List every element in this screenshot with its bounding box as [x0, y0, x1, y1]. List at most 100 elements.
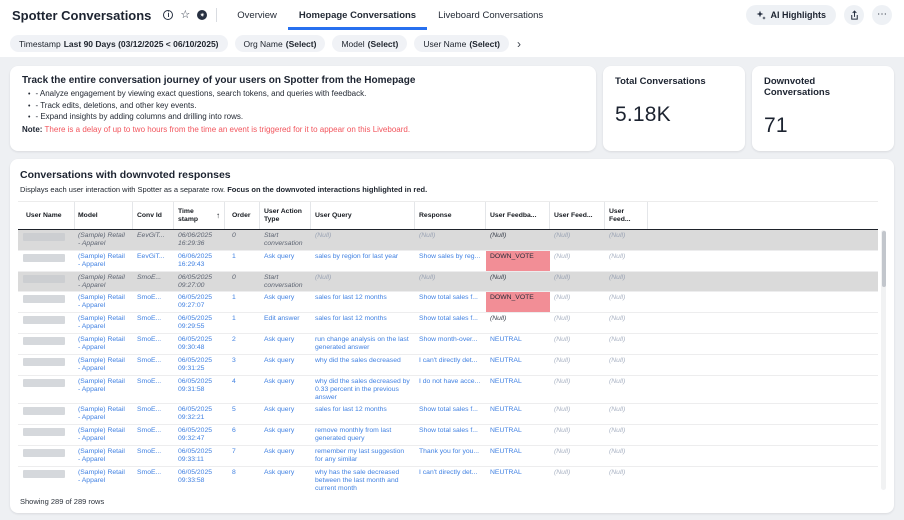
- cell-user-feedback-3: (Null): [605, 292, 648, 312]
- column-header-order[interactable]: Order: [225, 202, 260, 229]
- cell-user-name: [18, 272, 75, 292]
- table-row[interactable]: (Sample) Retail - Apparel SmoE... 06/05/…: [18, 376, 878, 405]
- cell-filler: [648, 251, 878, 271]
- sort-ascending-icon[interactable]: ↑: [216, 212, 220, 220]
- cell-user-name: [18, 425, 75, 445]
- cell-user-feedback-3: (Null): [605, 251, 648, 271]
- cell-filler: [648, 446, 878, 466]
- cell-order: 7: [225, 446, 260, 466]
- cell-timestamp: 06/05/2025 09:29:55: [174, 313, 225, 333]
- table-row[interactable]: (Sample) Retail - Apparel SmoE... 06/05/…: [18, 313, 878, 334]
- table-subtitle-bold: Focus on the downvoted interactions high…: [227, 185, 427, 194]
- cell-order: 1: [225, 292, 260, 312]
- column-header-response[interactable]: Response: [415, 202, 486, 229]
- cell-response: I can't directly det...: [415, 355, 486, 375]
- column-header-user-query[interactable]: User Query: [311, 202, 415, 229]
- cell-user-feedback: DOWN_VOTE: [486, 292, 550, 312]
- star-favorite-icon[interactable]: ☆: [180, 10, 190, 20]
- filter-chip[interactable]: Timestamp Last 90 Days (03/12/2025 < 06/…: [10, 35, 228, 52]
- info-heading: Track the entire conversation journey of…: [22, 75, 584, 86]
- tab[interactable]: Homepage Conversations: [288, 0, 427, 30]
- cell-user-feedback-2: (Null): [550, 292, 605, 312]
- info-bullets: - Analyze engagement by viewing exact qu…: [22, 89, 584, 124]
- table-subtitle: Displays each user interaction with Spot…: [18, 185, 886, 194]
- table-scrollbar-thumb[interactable]: [882, 231, 886, 287]
- ai-highlights-button[interactable]: AI Highlights: [746, 5, 837, 25]
- table-row[interactable]: (Sample) Retail - Apparel SmoE... 06/05/…: [18, 467, 878, 492]
- timestamp-header-label: Time stamp: [178, 208, 213, 224]
- table-row[interactable]: (Sample) Retail - Apparel SmoE... 06/05/…: [18, 292, 878, 313]
- kpi-card[interactable]: Downvoted Conversations 71: [752, 66, 894, 151]
- filter-chip[interactable]: Org Name (Select): [235, 35, 326, 52]
- info-icon[interactable]: i: [163, 10, 173, 20]
- cell-user-query: sales for last 12 months: [311, 313, 415, 333]
- tab[interactable]: Overview: [226, 0, 288, 30]
- column-header-timestamp[interactable]: Time stamp ↑: [174, 202, 225, 229]
- cell-model: (Sample) Retail - Apparel: [75, 230, 133, 250]
- cell-model: (Sample) Retail - Apparel: [75, 467, 133, 492]
- cell-filler: [648, 334, 878, 354]
- table-row[interactable]: (Sample) Retail - Apparel EevGiT... 06/0…: [18, 230, 878, 251]
- cell-user-query: sales for last 12 months: [311, 404, 415, 424]
- table-row[interactable]: (Sample) Retail - Apparel SmoE... 06/05/…: [18, 334, 878, 355]
- column-header-user-feedback[interactable]: User Feedba...: [486, 202, 550, 229]
- cell-user-feedback-3: (Null): [605, 467, 648, 492]
- cell-response: Show total sales f...: [415, 404, 486, 424]
- share-button[interactable]: [844, 5, 864, 25]
- cell-user-feedback-3: (Null): [605, 313, 648, 333]
- more-menu-button[interactable]: ⋯: [872, 5, 892, 25]
- table-row[interactable]: (Sample) Retail - Apparel SmoE... 06/05/…: [18, 425, 878, 446]
- cell-user-feedback-2: (Null): [550, 251, 605, 271]
- cell-user-query: sales by region for last year: [311, 251, 415, 271]
- cell-user-name: [18, 376, 75, 404]
- table-row[interactable]: (Sample) Retail - Apparel SmoE... 06/05/…: [18, 272, 878, 293]
- column-header-user-name[interactable]: User Name: [18, 202, 75, 229]
- cell-conv-id: SmoE...: [133, 425, 174, 445]
- cell-model: (Sample) Retail - Apparel: [75, 272, 133, 292]
- cell-conv-id: EevGiT...: [133, 251, 174, 271]
- column-header-conv-id[interactable]: Conv Id: [133, 202, 174, 229]
- info-bullet: - Analyze engagement by viewing exact qu…: [22, 89, 584, 101]
- cell-user-feedback-3: (Null): [605, 425, 648, 445]
- cell-timestamp: 06/05/2025 09:32:21: [174, 404, 225, 424]
- page-title: Spotter Conversations: [12, 8, 151, 23]
- cell-user-name: [18, 446, 75, 466]
- kpi-card[interactable]: Total Conversations 5.18K: [603, 66, 745, 151]
- cell-user-feedback-3: (Null): [605, 230, 648, 250]
- column-header-model[interactable]: Model: [75, 202, 133, 229]
- table-subtitle-normal: Displays each user interaction with Spot…: [20, 185, 227, 194]
- column-header-user-action-type[interactable]: User Action Type: [260, 202, 311, 229]
- filter-bar: Timestamp Last 90 Days (03/12/2025 < 06/…: [0, 30, 904, 57]
- cell-user-query: run change analysis on the last generate…: [311, 334, 415, 354]
- filter-chips: Timestamp Last 90 Days (03/12/2025 < 06/…: [10, 35, 509, 52]
- cell-user-action-type: Ask query: [260, 355, 311, 375]
- bullet-dot-icon: [28, 101, 35, 113]
- filter-chip[interactable]: User Name (Select): [414, 35, 509, 52]
- table-scrollbar[interactable]: [881, 230, 886, 490]
- tab-label: Liveboard Conversations: [438, 10, 543, 21]
- chevron-right-icon[interactable]: ›: [517, 38, 521, 50]
- cell-filler: [648, 425, 878, 445]
- tab[interactable]: Liveboard Conversations: [427, 0, 554, 30]
- table-row[interactable]: (Sample) Retail - Apparel EevGiT... 06/0…: [18, 251, 878, 272]
- table-row[interactable]: (Sample) Retail - Apparel SmoE... 06/05/…: [18, 446, 878, 467]
- table-row[interactable]: (Sample) Retail - Apparel SmoE... 06/05/…: [18, 404, 878, 425]
- cell-user-feedback: NEUTRAL: [486, 376, 550, 404]
- column-header-user-feedback-3[interactable]: User Feed...: [605, 202, 648, 229]
- cell-response: I can't directly det...: [415, 467, 486, 492]
- redacted-user-name: [23, 254, 65, 262]
- more-icon: ⋯: [877, 10, 887, 20]
- filter-chip[interactable]: Model (Select): [332, 35, 407, 52]
- bullet-text: - Expand insights by adding columns and …: [35, 112, 243, 123]
- cell-order: 0: [225, 272, 260, 292]
- table-body: (Sample) Retail - Apparel EevGiT... 06/0…: [18, 230, 878, 492]
- cell-user-feedback: NEUTRAL: [486, 425, 550, 445]
- filter-chip-value: (Select): [469, 39, 500, 49]
- cell-response: Show total sales f...: [415, 425, 486, 445]
- badge-icon[interactable]: ✷: [197, 10, 207, 20]
- note-line: Note: There is a delay of up to two hour…: [22, 125, 584, 135]
- column-header-user-feedback-2[interactable]: User Feed...: [550, 202, 605, 229]
- cell-user-query: why did the sales decreased by 0.33 perc…: [311, 376, 415, 404]
- table-row[interactable]: (Sample) Retail - Apparel SmoE... 06/05/…: [18, 355, 878, 376]
- filter-chip-label: Org Name: [244, 39, 283, 49]
